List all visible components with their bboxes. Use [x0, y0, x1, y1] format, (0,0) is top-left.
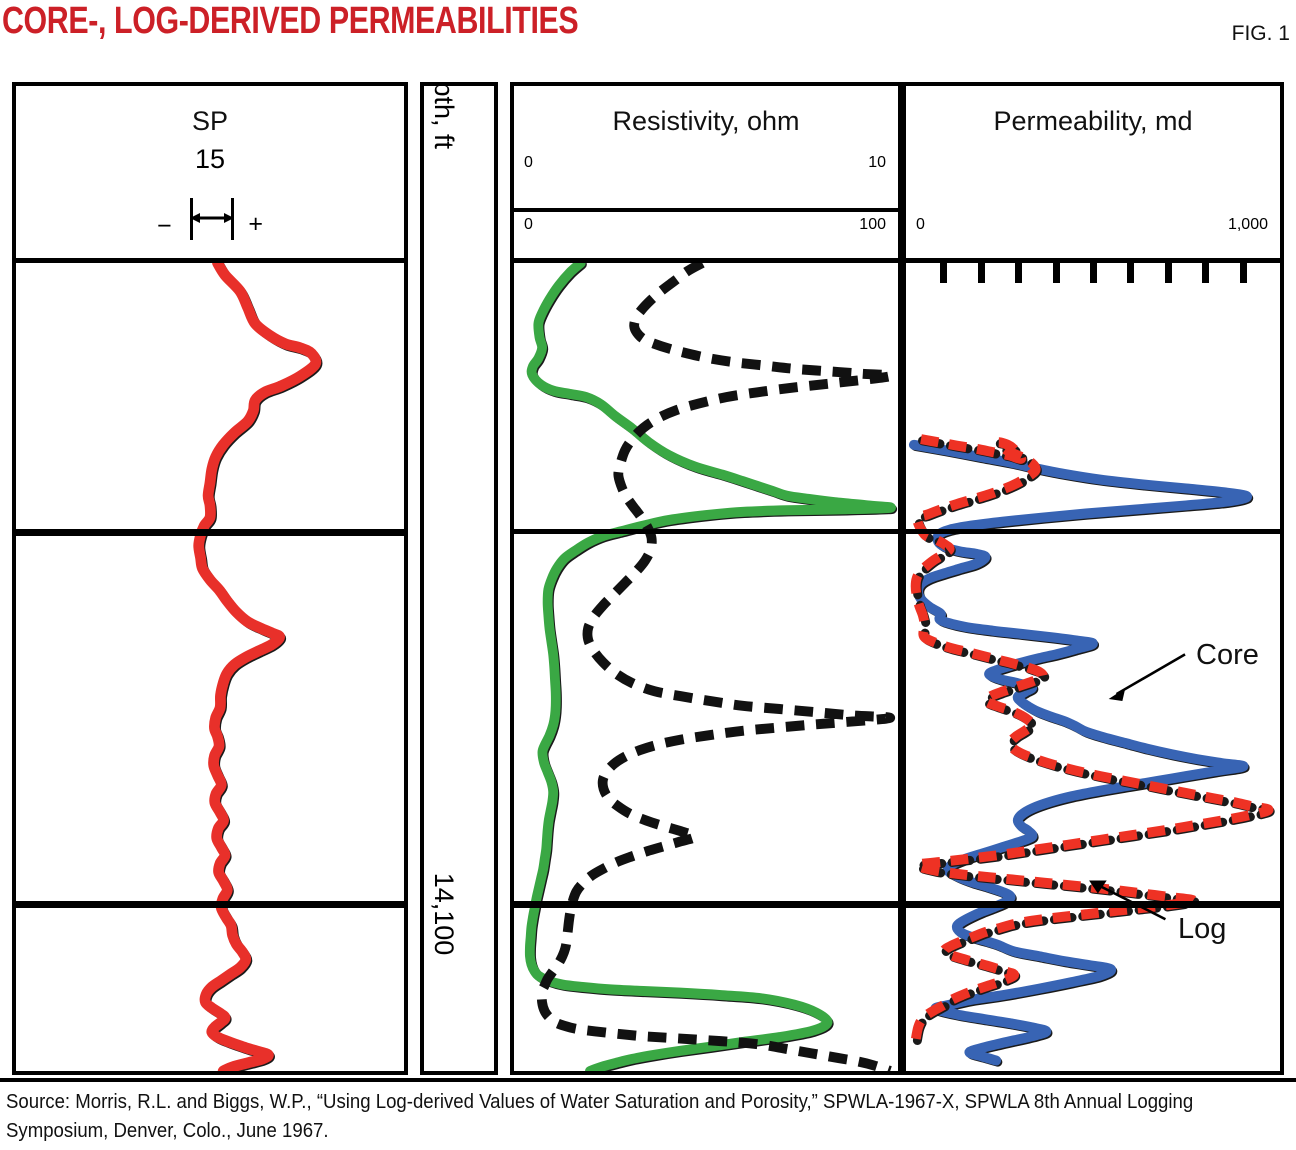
sp-polarity-indicator: − + [135, 198, 285, 244]
resistivity-plot-area [514, 263, 898, 1071]
permeability-tick [1202, 263, 1210, 283]
permeability-tick [1052, 263, 1060, 283]
curve-shadow [526, 263, 898, 1071]
resistivity-scale2-max: 100 [859, 216, 886, 233]
permeability-divider-1 [906, 529, 1280, 534]
sp-double-arrow-icon [190, 213, 234, 223]
resistivity-scale1-max: 10 [868, 154, 886, 171]
track-resistivity-title: Resistivity, ohm [612, 106, 800, 136]
sp-divider-1 [16, 529, 404, 536]
permeability-plot-area [906, 263, 1280, 1071]
sp-tick-right [231, 198, 234, 240]
resistivity-header-rule [514, 258, 898, 263]
permeability-tick [977, 263, 985, 283]
permeability-tick [1164, 263, 1172, 283]
track-depth: Depth, ft 14,100 [420, 82, 498, 1075]
permeability-scale-max: 1,000 [1227, 216, 1268, 233]
permeability-scale-min: 0 [916, 216, 925, 233]
annotation-core-label: Core [1196, 639, 1259, 671]
sp-divider-2 [16, 901, 404, 908]
sp-plot-area [16, 263, 404, 1071]
permeability-tick-row [906, 263, 1280, 283]
source-rule [0, 1078, 1296, 1082]
resistivity-divider-2 [514, 901, 898, 908]
sp-plus-label: + [248, 210, 263, 238]
resistivity-scale-rule-1 [514, 208, 898, 212]
resistivity-scale1-min: 0 [524, 154, 533, 171]
depth-axis-label: Depth, ft [429, 82, 459, 150]
curve-shadow [910, 441, 1254, 1067]
resistivity-scale-row-1: 0 10 [514, 152, 898, 210]
curve-log [910, 434, 1274, 1042]
page-title: CORE-, LOG-DERIVED PERMEABILITIES [2, 0, 579, 42]
figure-number: FIG. 1 [1231, 22, 1290, 45]
permeability-tick [1127, 263, 1135, 283]
track-permeability-title: Permeability, md [993, 106, 1193, 136]
sp-tick-left [190, 198, 193, 240]
well-log-figure: SP 15 − + Depth, ft [12, 82, 1284, 1075]
source-note: Source: Morris, R.L. and Biggs, W.P., “U… [6, 1091, 1194, 1142]
title-bar: CORE-, LOG-DERIVED PERMEABILITIES FIG. 1 [0, 0, 1296, 62]
curve-core [908, 439, 1252, 1066]
curve-shadow [195, 263, 323, 1071]
permeability-tick [1239, 263, 1247, 283]
annotation-log-label: Log [1178, 913, 1227, 945]
resistivity-divider-1 [514, 529, 898, 534]
track-permeability: Permeability, md 0 1,000 [902, 82, 1284, 1075]
curve-resistivity-solid- [524, 263, 896, 1071]
resistivity-scale2-min: 0 [524, 216, 533, 233]
permeability-header-rule [906, 258, 1280, 263]
track-resistivity: Resistivity, ohm 0 10 0 100 [510, 82, 902, 1075]
permeability-scale-row: 0 1,000 [906, 214, 1280, 266]
sp-header-rule [16, 258, 404, 263]
track-sp-scale-value: 15 [194, 144, 226, 174]
track-sp-title: SP [191, 106, 229, 136]
curve-sp [193, 263, 322, 1071]
permeability-tick [940, 263, 948, 283]
permeability-tick [1090, 263, 1097, 283]
sp-minus-label: − [157, 212, 172, 240]
track-sp: SP 15 − + [12, 82, 408, 1075]
resistivity-scale-row-2: 0 100 [514, 214, 898, 266]
depth-tick-label: 14,100 [429, 872, 459, 956]
permeability-tick [1015, 263, 1023, 283]
curve-resistivity-dashed- [536, 263, 896, 1071]
permeability-divider-2 [906, 901, 1280, 908]
